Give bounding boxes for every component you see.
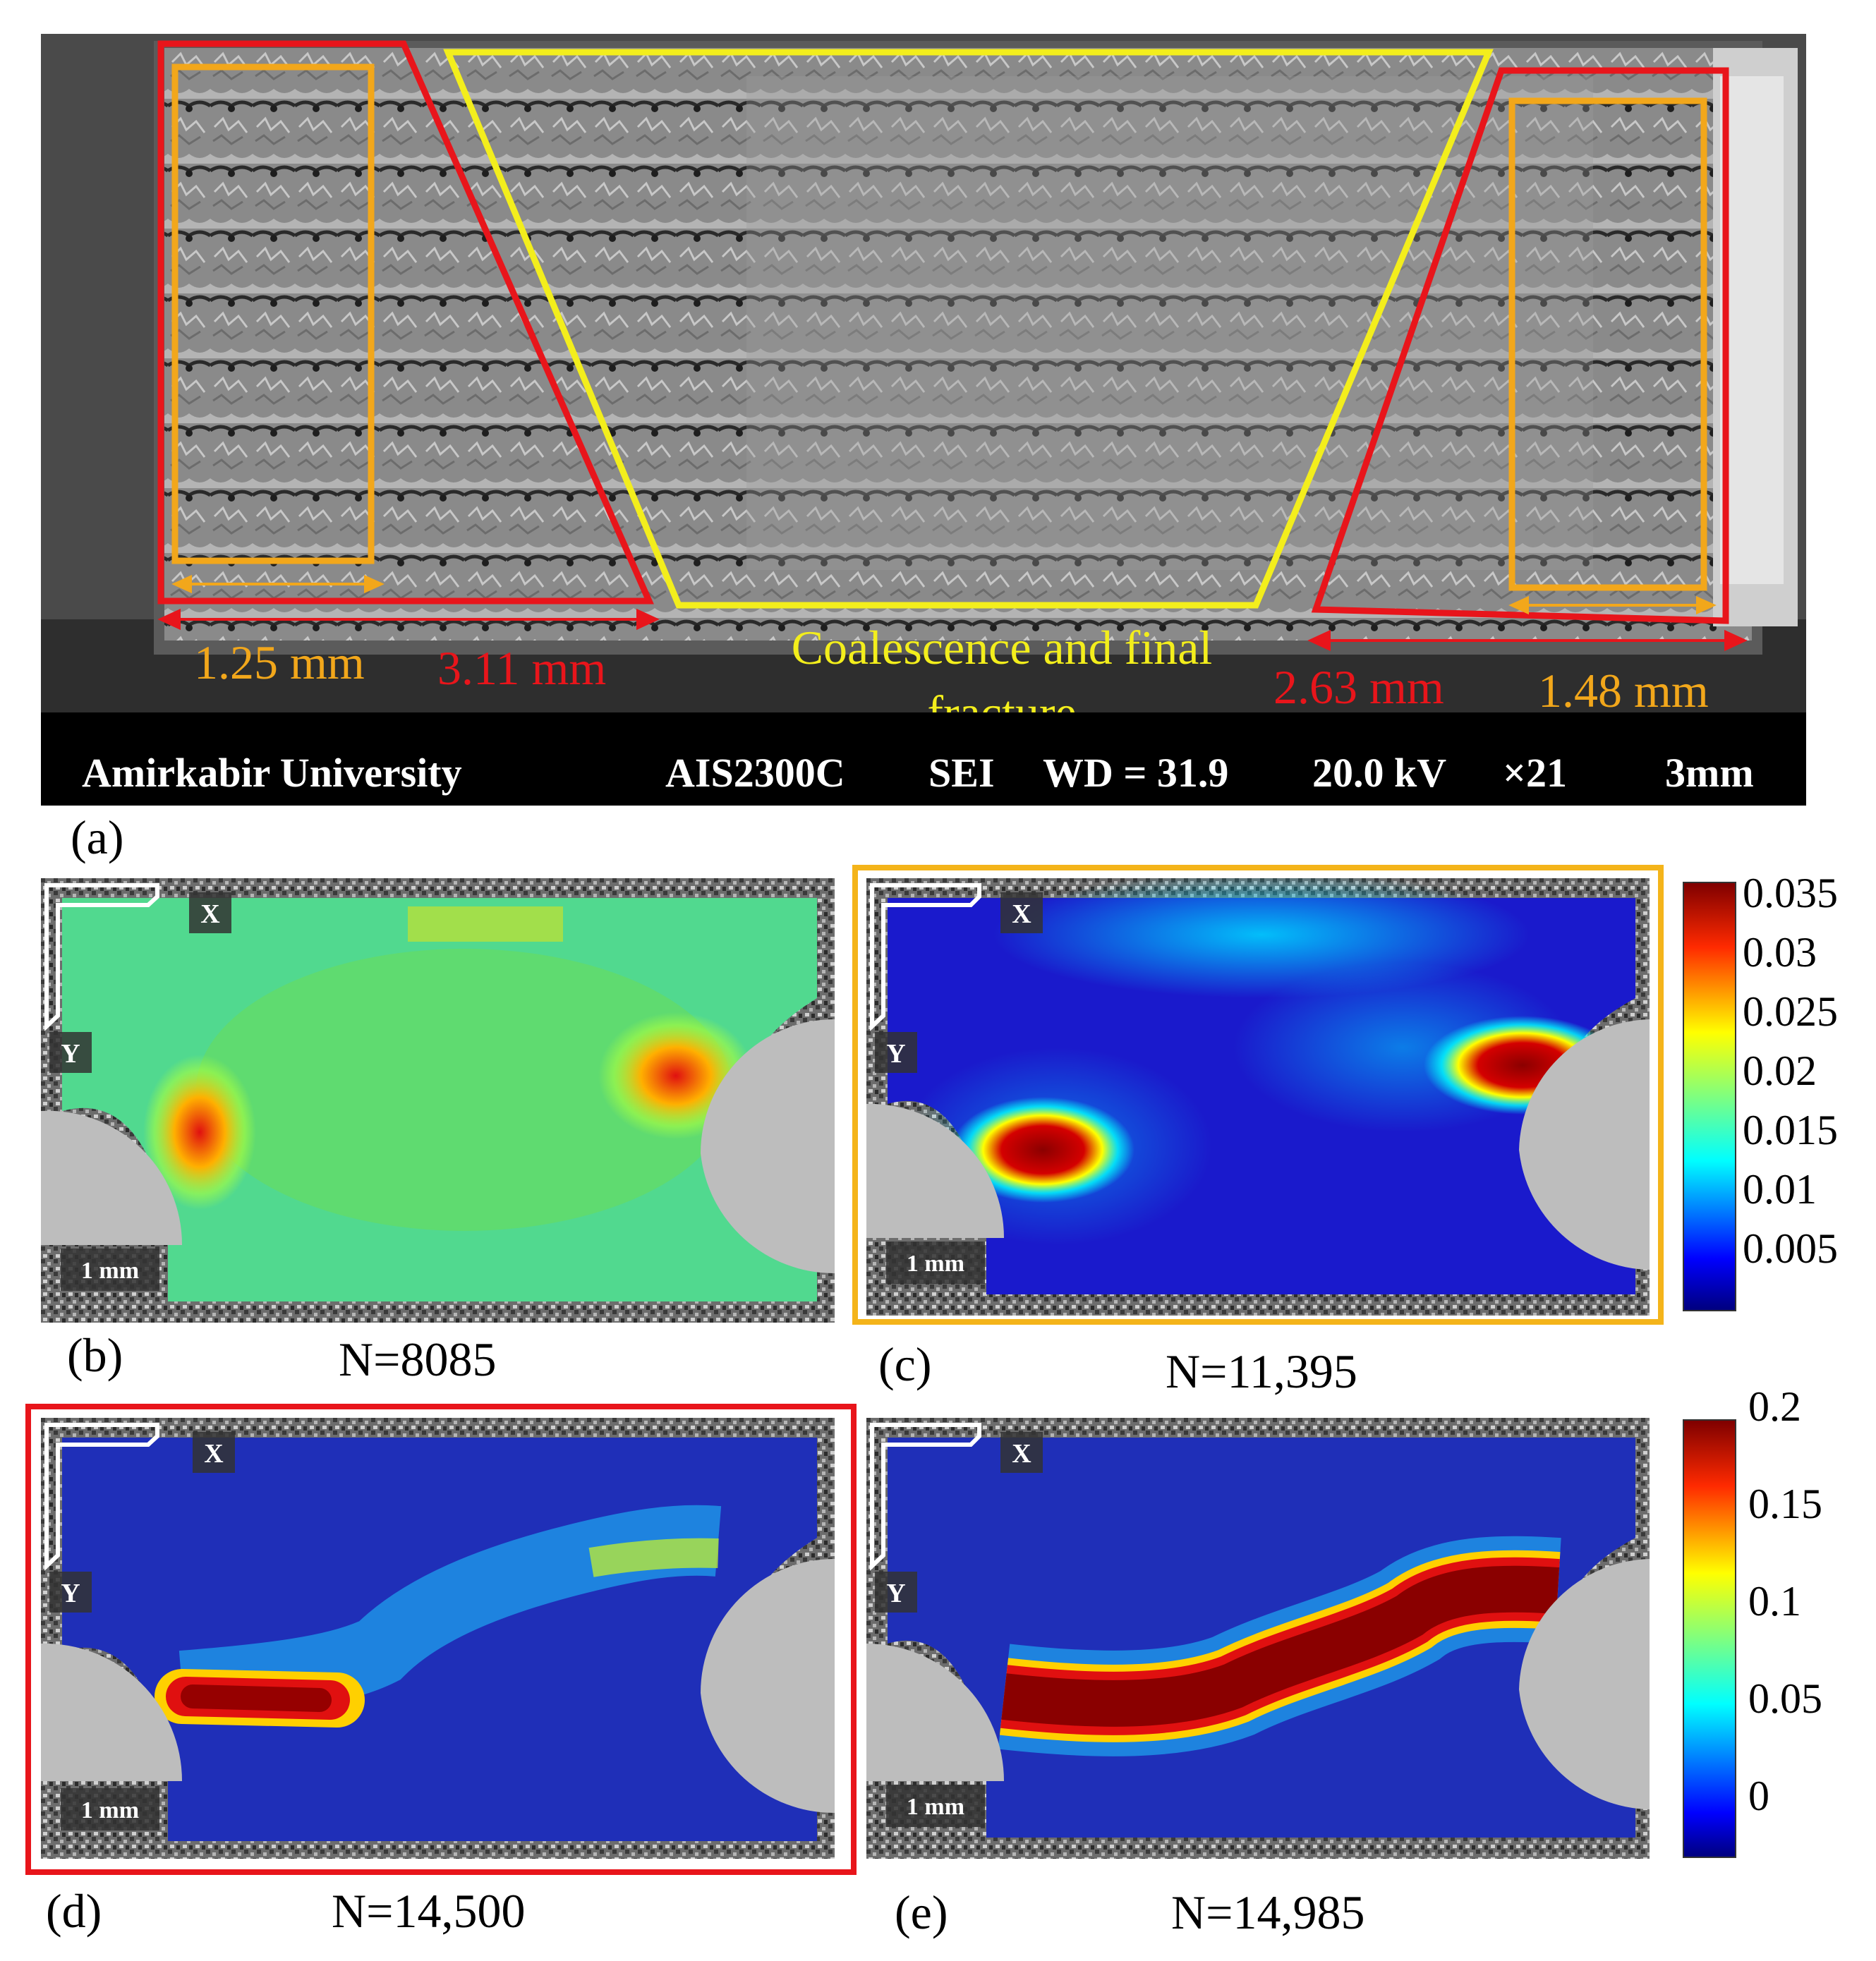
scale-label-d: 1 mm [81, 1797, 139, 1823]
colorbar-tick: 0.01 [1743, 1166, 1817, 1213]
colorbar-tick: 0.035 [1743, 870, 1838, 916]
panel-c-frame [852, 865, 1664, 1325]
axis-y-label-c: Y [886, 1039, 905, 1069]
colorbar-tick: 0.15 [1748, 1481, 1822, 1527]
axis-x-label-c: X [1012, 899, 1031, 929]
dic-panel-b: X Y 1 mm [41, 878, 835, 1323]
colorbar-tick: 0.03 [1743, 929, 1817, 976]
dic-panel-e: X Y 1 mm [866, 1418, 1650, 1859]
colorbar-bottom [1683, 1419, 1736, 1858]
axis-x-label-d: X [204, 1439, 223, 1469]
right-inner-region [1508, 97, 1707, 591]
sem-info-bar: Amirkabir University AIS2300C SEI WD = 3… [41, 712, 1806, 806]
measure-right-outer: 2.63 mm [1273, 660, 1444, 714]
info-instrument: AIS2300C [665, 750, 845, 796]
axis-y-label-e: Y [886, 1579, 905, 1608]
measure-right-inner: 1.48 mm [1538, 664, 1709, 717]
center-region [443, 49, 1494, 609]
panel-c-label: (c) [878, 1337, 932, 1391]
panel-e-label: (e) [895, 1886, 948, 1939]
axis-x-label-e: X [1012, 1439, 1031, 1469]
center-caption-line1: Coalescence and final [791, 621, 1213, 674]
colorbar-tick: 0.1 [1748, 1578, 1801, 1625]
info-mode: SEI [928, 750, 995, 796]
scale-label-e: 1 mm [907, 1794, 964, 1820]
axis-x-label-b: X [200, 899, 219, 929]
left-outer-region [157, 40, 654, 605]
dic-panel-c: X Y 1 mm [866, 878, 1650, 1316]
axis-y-label-b: Y [61, 1039, 80, 1069]
panel-d-frame [25, 1404, 857, 1875]
colorbar-tick: 0.025 [1743, 988, 1838, 1035]
colorbar-tick: 0.015 [1743, 1107, 1838, 1153]
colorbar-tick: 0.05 [1748, 1675, 1822, 1722]
panel-e-cycles: N=14,985 [1171, 1886, 1365, 1939]
colorbar-tick: 0.005 [1743, 1225, 1838, 1272]
scale-label-c: 1 mm [907, 1251, 964, 1277]
panel-d-cycles: N=14,500 [332, 1884, 526, 1938]
panel-a-label: (a) [71, 810, 124, 864]
info-scale: 3mm [1665, 750, 1754, 796]
colorbar-tick: 0 [1748, 1773, 1769, 1819]
panel-d-label: (d) [46, 1884, 102, 1938]
scale-label-b: 1 mm [81, 1258, 139, 1284]
colorbar-tick: 0.2 [1748, 1383, 1801, 1430]
measure-left-outer: 3.11 mm [437, 641, 607, 695]
info-institution: Amirkabir University [82, 750, 462, 796]
panel-b-label: (b) [67, 1328, 123, 1382]
panel-c-cycles: N=11,395 [1166, 1344, 1357, 1398]
colorbar-top [1683, 882, 1736, 1311]
info-kv: 20.0 kV [1312, 750, 1447, 796]
right-outer-region [1311, 67, 1729, 624]
info-magnification: ×21 [1503, 750, 1568, 796]
dic-panel-d: X Y 1 mm [41, 1418, 835, 1859]
left-inner-region [171, 63, 375, 564]
info-wd: WD = 31.9 [1043, 750, 1229, 796]
colorbar-tick: 0.02 [1743, 1048, 1817, 1094]
axis-y-label-d: Y [61, 1579, 80, 1608]
measure-left-inner: 1.25 mm [194, 636, 365, 689]
panel-b-cycles: N=8085 [339, 1332, 497, 1386]
